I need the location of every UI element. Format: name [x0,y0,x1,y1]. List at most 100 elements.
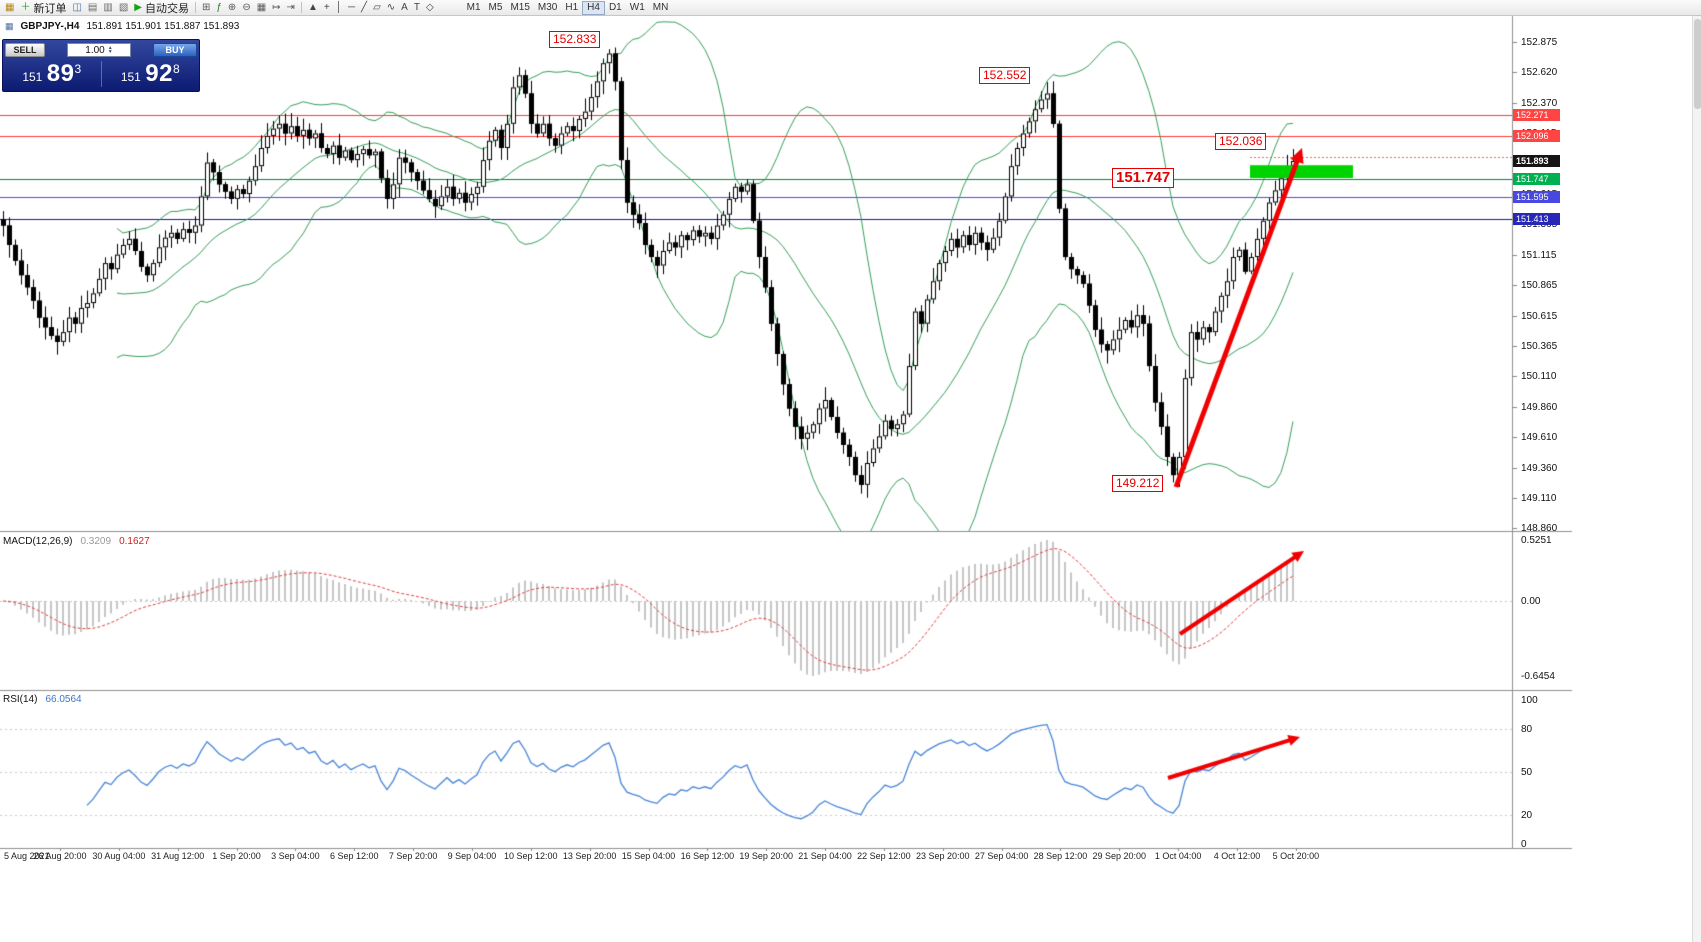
price-scale-label: 152.875 [1521,37,1558,48]
time-axis-label: 1 Oct 04:00 [1154,851,1202,861]
rsi-scale-label: 0 [1521,839,1527,850]
navigator-icon: ▧ [118,1,129,13]
cursor-icon: ▲ [307,1,318,13]
price-scale-label: 150.365 [1521,341,1558,352]
trendline-icon: ╱ [361,1,368,13]
price-callout[interactable]: 149.212 [1112,475,1164,492]
buy-button[interactable]: BUY [153,43,197,57]
time-axis-label: 28 Sep 12:00 [1033,851,1088,861]
time-axis-label: 5 Aug 2021 [4,851,50,861]
zoom-in-icon[interactable]: ⊕ [225,1,239,15]
price-callout[interactable]: 152.552 [979,67,1031,84]
price-scale-label: 149.610 [1521,432,1558,444]
profiles-icon[interactable]: ▤ [85,1,100,15]
timeframe-button-m5[interactable]: M5 [488,1,503,13]
price-scale-label: 149.110 [1521,493,1557,504]
auto-trading-button[interactable]: ▶ 自动交易 [131,1,192,15]
shapes-icon[interactable]: ◇ [423,1,437,15]
navigator-icon[interactable]: ▧ [116,1,131,15]
one-click-trading-panel: SELL 1.00 ▲ ▼ BUY 151 893 151 928 [2,39,200,92]
macd-scale-label: -0.6454 [1521,671,1555,682]
timeframe-button-h1[interactable]: H1 [565,1,579,13]
market-watch-icon[interactable]: ▥ [100,1,115,15]
new-chart-icon[interactable]: ⊞ [199,1,213,15]
horizontal-line-icon[interactable]: ─ [345,1,358,15]
price-callout[interactable]: 152.833 [549,31,601,48]
timeframe-button-m15[interactable]: M15 [510,1,530,13]
time-axis-label: 22 Sep 12:00 [857,851,911,861]
trade-panel-prices: 151 893 151 928 [3,58,199,90]
ask-price-display[interactable]: 151 928 [102,60,200,88]
timeframe-button-m1[interactable]: M1 [466,1,481,13]
time-axis-label: 10 Sep 12:00 [504,851,558,861]
vertical-scrollbar[interactable] [1692,16,1701,942]
time-axis-label: 7 Sep 20:00 [388,851,438,861]
rsi-scale-label: 50 [1521,767,1533,778]
vertical-line-icon: │ [335,1,342,13]
time-axis-label: 31 Aug 12:00 [151,851,205,861]
tile-windows-icon[interactable]: ▦ [254,1,269,15]
ask-main: 151 [120,70,141,84]
market-watch-icon: ▥ [103,1,113,13]
time-axis-label: 3 Sep 04:00 [271,851,320,861]
timeframe-button-h4[interactable]: H4 [582,0,605,15]
price-scale-label: 149.360 [1521,462,1558,474]
zoom-in-icon: ⊕ [227,1,237,13]
app-icon[interactable]: ▦ [2,1,17,15]
trendline-icon[interactable]: ╱ [358,1,370,15]
time-axis-label: 16 Sep 12:00 [680,851,735,861]
channel-icon[interactable]: ▱ [370,1,384,15]
vertical-line-icon[interactable]: │ [333,1,345,15]
zoom-out-icon: ⊖ [242,1,251,13]
new-order-button[interactable]: ＋新订单 [17,1,69,15]
bid-price-display[interactable]: 151 893 [3,60,101,88]
auto-scroll-icon[interactable]: ↦ [269,1,283,15]
zoom-out-icon[interactable]: ⊖ [239,1,253,15]
macd-scale-label: 0.00 [1521,596,1541,607]
text-icon[interactable]: A [398,1,411,15]
time-axis-label: 19 Sep 20:00 [739,851,793,861]
lot-stepper[interactable]: ▲ ▼ [107,45,113,55]
price-level-badge: 152.096 [1513,130,1560,143]
label-icon[interactable]: T [411,1,423,15]
fibonacci-icon[interactable]: ∿ [384,1,398,15]
scrollbar-thumb[interactable] [1694,19,1701,109]
lot-down-button[interactable]: ▼ [107,49,113,55]
rsi-value: 66.0564 [45,694,82,705]
timeframe-button-mn[interactable]: MN [652,1,669,13]
time-axis-label: 21 Sep 04:00 [798,851,852,861]
timeframe-button-d1[interactable]: D1 [608,1,622,13]
lot-up-button[interactable]: ▲ [107,45,113,51]
sell-button[interactable]: SELL [5,43,45,57]
price-callout[interactable]: 151.747 [1112,168,1175,188]
timeframe-button-w1[interactable]: W1 [629,1,645,13]
tile-windows-icon: ▦ [256,1,267,13]
price-scale-label: 152.620 [1521,67,1558,79]
indicators-icon: ƒ [216,1,222,13]
indicators-icon[interactable]: ƒ [213,1,225,15]
price-level-badge: 152.271 [1513,109,1560,122]
cursor-icon[interactable]: ▲ [305,1,321,15]
bid-ask-divider [100,61,102,87]
current-price-badge: 151.893 [1513,154,1560,167]
lot-size-input[interactable]: 1.00 ▲ ▼ [67,43,131,57]
new-chart-icon: ⊞ [201,1,211,13]
price-callout[interactable]: 152.036 [1215,133,1267,150]
price-level-badge: 151.747 [1513,172,1560,185]
price-scale-label: 149.860 [1521,401,1558,413]
horizontal-line-icon: ─ [347,1,356,13]
label-icon: T [413,1,420,13]
profiles-icon: ▤ [87,1,98,13]
crosshair-icon[interactable]: + [321,1,333,15]
chart-shift-icon[interactable]: ⇥ [284,1,298,15]
price-scale-label: 150.865 [1521,280,1558,292]
time-axis-label: 9 Sep 04:00 [447,851,497,861]
crosshair-icon: + [323,1,330,13]
bid-fraction: 3 [74,62,82,76]
chart-window-icon[interactable]: ◫ [69,1,84,15]
text-icon: A [401,1,408,13]
timeframe-button-m30[interactable]: M30 [537,1,558,13]
time-axis-label: 6 Sep 12:00 [329,851,379,861]
